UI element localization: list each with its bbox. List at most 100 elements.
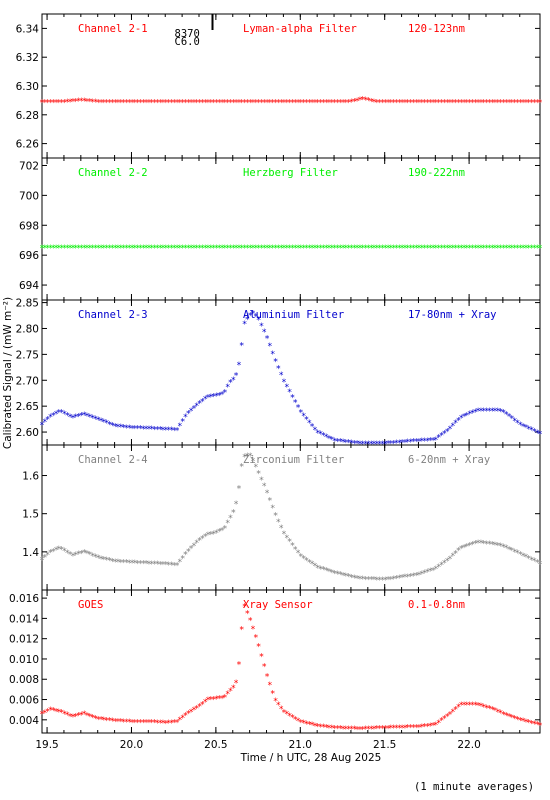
data-point: * bbox=[101, 244, 106, 254]
data-point: * bbox=[385, 244, 390, 254]
data-point: * bbox=[340, 98, 345, 108]
data-point: * bbox=[402, 244, 407, 254]
data-point: * bbox=[293, 98, 298, 108]
data-point: * bbox=[447, 425, 452, 435]
data-point: * bbox=[433, 565, 438, 575]
data-point: * bbox=[146, 560, 151, 570]
data-point: * bbox=[59, 98, 64, 108]
data-point: * bbox=[475, 407, 480, 417]
data-point: * bbox=[250, 244, 255, 254]
data-point: * bbox=[222, 244, 227, 254]
data-point: * bbox=[197, 400, 202, 410]
data-point: * bbox=[343, 438, 348, 448]
data-point: * bbox=[219, 694, 224, 704]
panel-frame bbox=[41, 589, 541, 734]
data-point: * bbox=[512, 244, 517, 254]
data-point: * bbox=[433, 98, 438, 108]
data-point: * bbox=[107, 717, 112, 727]
data-point: * bbox=[169, 98, 174, 108]
data-point: * bbox=[236, 98, 241, 108]
data-point: * bbox=[366, 244, 371, 254]
data-point: * bbox=[188, 98, 193, 108]
data-point: * bbox=[509, 547, 514, 557]
data-point: * bbox=[48, 98, 53, 108]
filter-label: Herzberg Filter bbox=[243, 167, 338, 179]
data-point: * bbox=[416, 571, 421, 581]
data-point: * bbox=[506, 712, 511, 722]
data-point: * bbox=[464, 98, 469, 108]
data-point: * bbox=[81, 97, 86, 107]
data-point: * bbox=[357, 244, 362, 254]
data-point: * bbox=[518, 98, 523, 108]
data-point: * bbox=[301, 98, 306, 108]
data-point: * bbox=[149, 425, 154, 435]
data-point: * bbox=[169, 561, 174, 571]
data-point: * bbox=[160, 98, 165, 108]
data-point: * bbox=[391, 439, 396, 449]
data-point: * bbox=[157, 560, 162, 570]
data-point: * bbox=[141, 425, 146, 435]
data-point: * bbox=[335, 570, 340, 580]
data-point: * bbox=[278, 98, 283, 108]
data-point: * bbox=[534, 721, 539, 731]
data-point: * bbox=[146, 718, 151, 728]
data-point: * bbox=[436, 434, 441, 444]
data-point: * bbox=[416, 723, 421, 733]
data-point: * bbox=[526, 244, 531, 254]
data-point: * bbox=[67, 413, 72, 423]
data-point: * bbox=[135, 98, 140, 108]
y-tick-label: 2.80 bbox=[16, 323, 39, 335]
y-tick-label: 0.010 bbox=[9, 654, 39, 666]
data-point: * bbox=[183, 551, 188, 561]
data-point: * bbox=[464, 542, 469, 552]
data-point: * bbox=[346, 439, 351, 449]
data-point: * bbox=[484, 704, 489, 714]
data-point: * bbox=[442, 715, 447, 725]
y-tick-label: 0.016 bbox=[9, 593, 39, 605]
data-point: * bbox=[366, 97, 371, 107]
data-point: * bbox=[520, 552, 525, 562]
data-point: * bbox=[101, 716, 106, 726]
data-point: * bbox=[264, 672, 269, 682]
data-point: * bbox=[489, 407, 494, 417]
y-tick-label: 0.006 bbox=[9, 695, 39, 707]
data-point: * bbox=[461, 244, 466, 254]
data-point: * bbox=[163, 426, 168, 436]
data-point: * bbox=[141, 244, 146, 254]
data-point: * bbox=[298, 98, 303, 108]
data-point: * bbox=[67, 712, 72, 722]
data-point: * bbox=[323, 567, 328, 577]
data-point: * bbox=[200, 700, 205, 710]
data-point: * bbox=[321, 723, 326, 733]
data-point: * bbox=[478, 98, 483, 108]
data-point: * bbox=[96, 98, 101, 108]
data-point: * bbox=[301, 554, 306, 564]
band-label: 120-123nm bbox=[408, 23, 465, 35]
data-point: * bbox=[267, 681, 272, 691]
data-point: * bbox=[332, 724, 337, 734]
data-point: * bbox=[475, 98, 480, 108]
data-point: * bbox=[495, 541, 500, 551]
data-point: * bbox=[264, 244, 269, 254]
data-point: * bbox=[506, 413, 511, 423]
data-point: * bbox=[377, 98, 382, 108]
data-point: * bbox=[475, 701, 480, 711]
data-point: * bbox=[180, 714, 185, 724]
data-point: * bbox=[281, 98, 286, 108]
data-point: * bbox=[529, 719, 534, 729]
data-point: * bbox=[408, 572, 413, 582]
data-point: * bbox=[188, 545, 193, 555]
data-point: * bbox=[228, 378, 233, 388]
data-point: * bbox=[408, 724, 413, 734]
data-point: * bbox=[394, 98, 399, 108]
data-point: * bbox=[253, 633, 258, 643]
data-point: * bbox=[326, 434, 331, 444]
data-point: * bbox=[515, 549, 520, 559]
data-point: * bbox=[506, 545, 511, 555]
data-point: * bbox=[132, 718, 137, 728]
data-point: * bbox=[408, 244, 413, 254]
data-point: * bbox=[239, 244, 244, 254]
data-point: * bbox=[138, 425, 143, 435]
data-point: * bbox=[532, 244, 537, 254]
